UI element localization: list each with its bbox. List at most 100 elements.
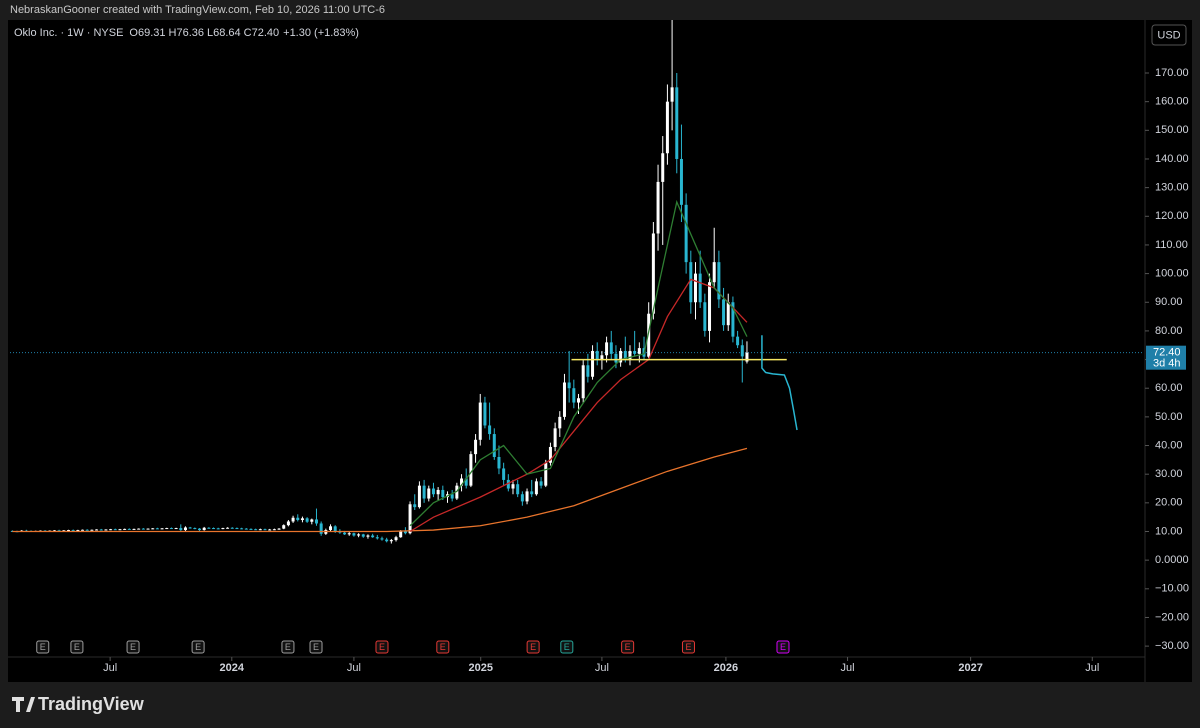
- projection-path: [761, 335, 798, 431]
- candle-body: [408, 504, 412, 534]
- currency-label[interactable]: USD: [1157, 29, 1180, 41]
- candle-body: [127, 528, 131, 530]
- moving-average: [409, 278, 748, 533]
- candle-body: [258, 529, 262, 531]
- candle-body: [399, 531, 403, 538]
- moving-average: [12, 447, 748, 533]
- candle-body: [562, 382, 566, 417]
- candle-body: [548, 446, 552, 463]
- earnings-marker: [36, 640, 50, 654]
- candle-body: [488, 425, 492, 435]
- x-tick-label: Jul: [841, 662, 855, 674]
- candle-body: [745, 352, 749, 362]
- earnings-marker: [526, 640, 540, 654]
- candle-body: [586, 365, 590, 377]
- candle-body: [520, 494, 524, 502]
- candle-body: [235, 528, 239, 530]
- candle-body: [310, 519, 314, 522]
- l-prefix: L: [207, 27, 213, 39]
- x-tick-label: Jul: [595, 662, 609, 674]
- candle-body: [595, 350, 599, 360]
- candle-body: [534, 481, 538, 495]
- candle-body: [389, 540, 393, 542]
- candle-body: [141, 528, 145, 530]
- candle-body: [591, 350, 595, 377]
- candle-body: [109, 529, 113, 531]
- h-prefix: H: [169, 27, 177, 39]
- last-price-box: [1146, 345, 1186, 370]
- candle-body: [314, 519, 318, 524]
- candle-body: [207, 527, 211, 529]
- brand-name: TradingView: [38, 694, 145, 714]
- l-value: 68.64: [213, 27, 241, 39]
- earnings-label: E: [130, 642, 136, 652]
- candle-body: [319, 523, 323, 534]
- y-tick-label: 110.00: [1155, 239, 1188, 251]
- earnings-marker: [776, 640, 790, 654]
- candle-body: [174, 528, 178, 530]
- y-tick-label: 10.00: [1155, 525, 1183, 537]
- candle-body: [436, 489, 440, 495]
- candle-body: [329, 526, 333, 531]
- earnings-label: E: [40, 642, 46, 652]
- earnings-marker: [309, 640, 323, 654]
- candle-body: [333, 526, 337, 532]
- candle-body: [623, 350, 627, 360]
- candle-body: [380, 538, 384, 540]
- earnings-marker: [681, 640, 695, 654]
- earnings-marker: [281, 640, 295, 654]
- candle-body: [722, 299, 726, 326]
- candle-body: [539, 481, 543, 486]
- candle-body: [99, 529, 103, 531]
- candle-body: [619, 350, 623, 363]
- candle-body: [736, 336, 740, 346]
- candle-body: [385, 539, 389, 542]
- candle-body: [198, 528, 202, 531]
- candle-body: [113, 529, 117, 531]
- candle-body: [506, 479, 510, 489]
- candle-body: [670, 87, 674, 102]
- candle-body: [469, 454, 473, 486]
- y-tick-label: 170.00: [1155, 67, 1189, 79]
- candle-body: [254, 529, 258, 531]
- candle-body: [600, 355, 604, 360]
- candle-body: [572, 388, 576, 403]
- candle-body: [212, 528, 216, 530]
- candle-body: [460, 478, 464, 486]
- y-tick-label: 0.0000: [1155, 554, 1189, 566]
- candle-body: [169, 528, 173, 530]
- y-tick-label: 30.00: [1155, 468, 1183, 480]
- y-tick-label: 150.00: [1155, 124, 1189, 136]
- candle-body: [726, 302, 730, 326]
- earnings-label: E: [564, 642, 570, 652]
- x-tick-label: Jul: [103, 662, 117, 674]
- currency-button[interactable]: [1151, 24, 1187, 46]
- y-tick-label: 20.00: [1155, 497, 1183, 509]
- earnings-label: E: [440, 642, 446, 652]
- candle-body: [375, 537, 379, 539]
- candle-body: [731, 302, 735, 337]
- y-tick-label: −30.00: [1155, 640, 1189, 652]
- candle-body: [137, 528, 141, 530]
- candle-body: [665, 101, 669, 154]
- candle-body: [637, 348, 641, 354]
- candle-body: [300, 518, 304, 521]
- candle-body: [352, 533, 356, 536]
- symbol: Oklo Inc. · 1W · NYSE: [14, 27, 123, 39]
- x-tick-label: 2027: [958, 662, 982, 674]
- candle-body: [530, 491, 534, 495]
- candle-body: [497, 456, 501, 469]
- candle-body: [628, 350, 632, 360]
- candle-body: [427, 488, 431, 499]
- y-tick-label: 120.00: [1155, 210, 1189, 222]
- candle-body: [689, 262, 693, 303]
- chart-pane: [8, 20, 1192, 682]
- candle-body: [516, 484, 520, 495]
- candle-body: [450, 494, 454, 499]
- candle-body: [244, 528, 248, 530]
- candle-body: [95, 529, 99, 531]
- candle-body: [183, 527, 187, 531]
- candle-body: [679, 158, 683, 205]
- candle-body: [558, 416, 562, 429]
- candle-body: [703, 302, 707, 331]
